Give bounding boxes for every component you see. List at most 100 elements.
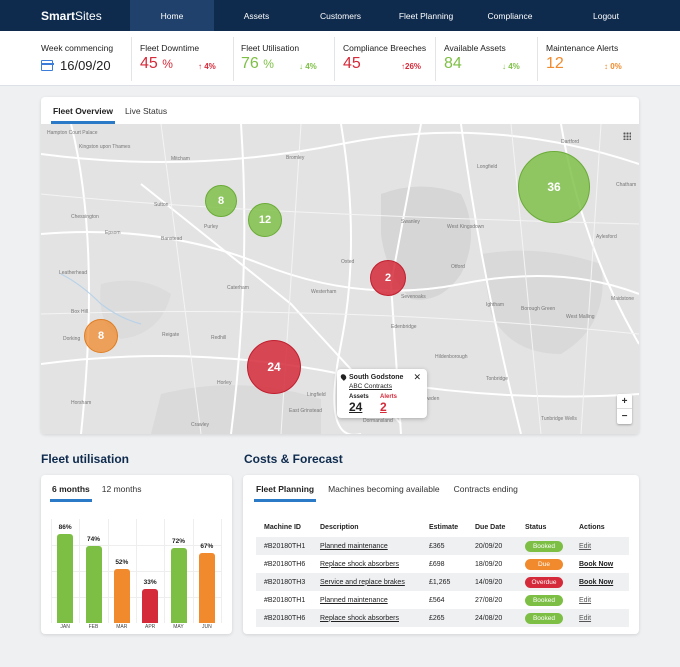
- description-link[interactable]: Service and replace brakes: [320, 573, 429, 591]
- status-cell: Booked: [525, 591, 579, 609]
- tab-fleet-overview[interactable]: Fleet Overview: [50, 106, 116, 124]
- map-cluster-marker[interactable]: 8: [84, 319, 118, 353]
- description-text[interactable]: Service and replace brakes: [320, 578, 405, 586]
- column-header[interactable]: Machine ID: [264, 524, 301, 531]
- chart-bar-may[interactable]: [170, 548, 187, 623]
- map-cluster-marker-selected[interactable]: 24: [247, 340, 301, 394]
- trend-down-indicator: ↓ 4%: [299, 62, 317, 71]
- description-link[interactable]: Planned maintenance: [320, 537, 429, 555]
- description-link[interactable]: Planned maintenance: [320, 591, 429, 609]
- trend-up-indicator: ↑26%: [401, 62, 422, 71]
- edit-link[interactable]: Edit: [579, 614, 592, 622]
- calendar-icon[interactable]: [40, 60, 54, 71]
- popup-alerts-label: Alerts: [380, 394, 398, 400]
- book-now-link[interactable]: Book Now: [579, 578, 614, 586]
- map-cluster-marker[interactable]: 2: [370, 260, 406, 296]
- brand-logo[interactable]: SmartSites: [41, 8, 102, 23]
- column-header[interactable]: Due Date: [475, 524, 506, 531]
- status-cell: Booked: [525, 609, 579, 627]
- tab-live-status[interactable]: Live Status: [125, 106, 168, 116]
- due-date: 18/09/20: [475, 560, 503, 568]
- zoom-controls: + −: [617, 394, 632, 424]
- tab-machines-becoming-available[interactable]: Machines becoming available: [328, 484, 440, 494]
- map-label: Sutton: [154, 202, 169, 208]
- kpi-fleet-utilisation[interactable]: Fleet Utilisation 76 % ↓ 4%: [241, 31, 331, 86]
- kpi-week[interactable]: Week commencing 16/09/20: [40, 31, 131, 86]
- kpi-maintenance-alerts[interactable]: Maintenance Alerts 12 ↕ 0%: [546, 31, 636, 86]
- map-label: Ightham: [486, 302, 505, 308]
- popup-alerts-value[interactable]: 2: [380, 400, 387, 414]
- column-header[interactable]: Status: [525, 524, 547, 531]
- nav-customers[interactable]: Customers: [319, 10, 362, 21]
- actions-cell: Edit: [579, 591, 629, 609]
- map-cluster-marker[interactable]: 12: [248, 203, 282, 237]
- description-text[interactable]: Replace shock absorbers: [320, 560, 399, 568]
- description-link[interactable]: Replace shock absorbers: [320, 555, 429, 573]
- tab-6-months[interactable]: 6 months: [50, 484, 92, 502]
- map-label: Cowden: [421, 396, 440, 402]
- estimate: £698: [429, 560, 445, 568]
- week-date-picker[interactable]: 16/09/20: [40, 58, 111, 73]
- edit-link[interactable]: Edit: [579, 596, 592, 604]
- description-text[interactable]: Replace shock absorbers: [320, 614, 399, 622]
- tab-fleet-planning[interactable]: Fleet Planning: [253, 484, 317, 502]
- map-label: Hampton Court Palace: [47, 130, 98, 136]
- map-cluster-marker[interactable]: 36: [518, 151, 590, 223]
- estimate: £365: [429, 537, 475, 555]
- map-label: Dartford: [561, 139, 580, 145]
- nav-compliance[interactable]: Compliance: [487, 10, 533, 21]
- column-header[interactable]: Description: [320, 524, 359, 531]
- kpi-available-assets[interactable]: Available Assets 84 ↓ 4%: [444, 31, 534, 86]
- map-label: Hildenborough: [435, 354, 468, 360]
- map-label: Horley: [217, 380, 232, 386]
- kpi-compliance-breeches[interactable]: Compliance Breeches 45 ↑26%: [343, 31, 433, 86]
- book-now-link[interactable]: Book Now: [579, 560, 614, 568]
- column-header[interactable]: Estimate: [429, 524, 459, 531]
- table-row[interactable]: #B20180TH1 Planned maintenance £365 20/09/2…: [256, 537, 629, 555]
- map-canvas[interactable]: Hampton Court Palace Mitcham Bromley Sut…: [41, 124, 639, 434]
- map-info-popup: South Godstone ABC Contracts ✕ Assets 24…: [337, 369, 427, 418]
- popup-assets-value[interactable]: 24: [349, 400, 363, 414]
- kpi-label: Available Assets: [444, 43, 506, 53]
- description-text[interactable]: Planned maintenance: [320, 596, 388, 604]
- nav-logout[interactable]: Logout: [593, 10, 619, 21]
- chart-bar-mar[interactable]: [113, 568, 130, 623]
- kpi-label: Maintenance Alerts: [546, 43, 619, 53]
- fullscreen-grid-icon[interactable]: [623, 132, 631, 140]
- map-label: Horsham: [71, 400, 92, 406]
- zoom-in-button[interactable]: +: [617, 394, 632, 409]
- chart-tick-label: JUN: [201, 624, 212, 630]
- tab-contracts-ending[interactable]: Contracts ending: [453, 484, 518, 494]
- table-row[interactable]: #B20180TH3 Service and replace brakes £1,2…: [256, 573, 629, 591]
- popup-customer-link[interactable]: ABC Contracts: [349, 383, 392, 390]
- chart-bar-feb[interactable]: [85, 546, 102, 623]
- costs-forecast-title: Costs & Forecast: [244, 452, 343, 466]
- chart-bar-jan[interactable]: [57, 533, 74, 623]
- tab-12-months[interactable]: 12 months: [101, 484, 142, 494]
- map-label: Lingfield: [307, 392, 326, 398]
- chart-bar-jun[interactable]: [198, 553, 215, 623]
- table-row[interactable]: #B20180TH1 Planned maintenance £564 27/08/2…: [256, 591, 629, 609]
- nav-home[interactable]: Home: [130, 0, 214, 31]
- table-row[interactable]: #B20180TH6 Replace shock absorbers £265 24/…: [256, 609, 629, 627]
- map-label: Sevenoaks: [401, 294, 426, 300]
- column-header[interactable]: Actions: [579, 524, 605, 531]
- week-date: 16/09/20: [60, 58, 111, 73]
- nav-assets[interactable]: Assets: [243, 10, 270, 21]
- nav-fleet-planning[interactable]: Fleet Planning: [398, 10, 454, 21]
- edit-link[interactable]: Edit: [579, 542, 592, 550]
- kpi-fleet-downtime[interactable]: Fleet Downtime 45 % ↑ 4%: [140, 31, 230, 86]
- table-row[interactable]: #B20180TH6 Replace shock absorbers £698 18/…: [256, 555, 629, 573]
- zoom-out-button[interactable]: −: [621, 411, 628, 422]
- kpi-value: 12: [546, 55, 564, 72]
- machine-id: #B20180TH3: [256, 573, 320, 591]
- chart-tick-label: FEB: [88, 624, 99, 630]
- description-text[interactable]: Planned maintenance: [320, 542, 388, 550]
- description-link[interactable]: Replace shock absorbers: [320, 609, 429, 627]
- chart-bar-apr[interactable]: [142, 588, 159, 623]
- chart-grid: [51, 519, 222, 623]
- fleet-utilisation-card: 6 months 12 months 86% 74% 52% 33% 72% 67% JAN…: [41, 475, 232, 634]
- map-cluster-marker[interactable]: 8: [205, 185, 237, 217]
- map-label: Dormansland: [363, 418, 393, 424]
- close-icon[interactable]: ✕: [413, 372, 421, 382]
